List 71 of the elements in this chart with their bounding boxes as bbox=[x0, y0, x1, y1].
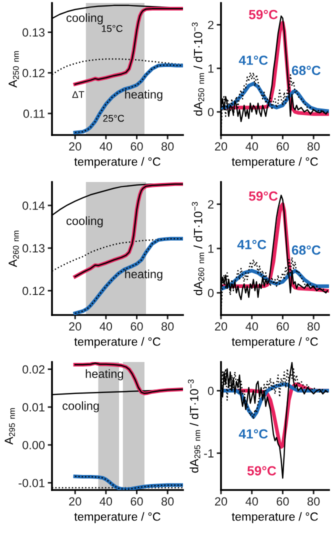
x-axis-title: temperature / °C bbox=[74, 512, 160, 524]
annotation: 68°C bbox=[292, 66, 321, 76]
annotation: 59°C bbox=[248, 191, 278, 201]
x-axis-title: temperature / °C bbox=[74, 157, 160, 168]
y-tick-label: 0 bbox=[208, 288, 214, 298]
x-tick-label: 20 bbox=[215, 497, 228, 506]
band-label: 15°C bbox=[102, 25, 123, 32]
x-axis-title: temperature / °C bbox=[232, 157, 318, 168]
x-axis-title: temperature / °C bbox=[74, 337, 160, 348]
x-tick-label: 20 bbox=[69, 142, 82, 151]
x-axis-title: temperature / °C bbox=[232, 512, 318, 524]
annotation: cooling bbox=[66, 13, 103, 24]
y-tick-label: 2 bbox=[208, 200, 214, 208]
x-tick-label: 80 bbox=[308, 497, 320, 506]
x-tick-label: 20 bbox=[69, 497, 82, 506]
x-tick-label: 40 bbox=[100, 497, 112, 506]
x-axis-title: temperature / °C bbox=[232, 337, 318, 348]
x-tick-label: 80 bbox=[162, 322, 174, 331]
y-tick-label: 0.01 bbox=[22, 403, 44, 412]
y-axis-title: dA$_{260 nm}$ / dT·10$^{−3}$ bbox=[192, 202, 204, 296]
x-tick-label: 40 bbox=[246, 497, 258, 506]
x-tick-label: 40 bbox=[246, 142, 258, 151]
x-tick-label: 60 bbox=[130, 497, 143, 506]
annotation: 41°C bbox=[238, 56, 268, 65]
annotation: 59°C bbox=[247, 466, 276, 476]
y-axis-title: A$_{250 nm}$ bbox=[8, 51, 19, 88]
y-tick-label: 0.13 bbox=[22, 244, 45, 252]
annotation: heating bbox=[125, 90, 162, 101]
x-tick-label: 80 bbox=[162, 497, 174, 506]
x-tick-label: 40 bbox=[100, 322, 112, 331]
x-tick-label: 40 bbox=[100, 142, 112, 151]
x-tick-label: 20 bbox=[69, 322, 82, 331]
annotation: heating bbox=[125, 270, 162, 281]
x-tick-label: 40 bbox=[246, 322, 258, 331]
y-axis-title: dA$_{295 nm}$ / dT·10$^{−3}$ bbox=[188, 380, 200, 473]
annotation: 41°C bbox=[238, 429, 268, 439]
y-tick-label: 1 bbox=[208, 64, 214, 73]
y-axis-title: A$_{295 nm}$ bbox=[4, 408, 15, 445]
x-tick-label: 60 bbox=[276, 142, 289, 151]
y-tick-label: 0.00 bbox=[22, 440, 45, 450]
annotation: ΔT bbox=[72, 91, 84, 98]
x-tick-label: 80 bbox=[308, 322, 320, 331]
annotation: 68°C bbox=[292, 245, 321, 255]
y-tick-label: 1 bbox=[208, 244, 214, 253]
annotation: 59°C bbox=[248, 10, 278, 20]
x-tick-label: 20 bbox=[215, 142, 228, 151]
x-tick-label: 60 bbox=[276, 497, 289, 506]
x-tick-label: 80 bbox=[308, 142, 320, 151]
x-tick-label: 60 bbox=[276, 322, 289, 331]
y-tick-label: 0.12 bbox=[22, 68, 44, 78]
annotation: cooling bbox=[62, 401, 99, 412]
x-tick-label: 80 bbox=[162, 142, 174, 151]
x-tick-label: 60 bbox=[130, 322, 143, 331]
y-tick-label: 2 bbox=[208, 20, 214, 30]
y-tick-label: -0.01 bbox=[18, 478, 44, 488]
y-tick-label: 0.02 bbox=[22, 365, 44, 374]
annotation: heating bbox=[86, 369, 124, 380]
y-axis-title: A$_{260 nm}$ bbox=[8, 230, 19, 268]
y-tick-label: 0.13 bbox=[22, 28, 45, 37]
y-tick-label: 0 bbox=[208, 386, 214, 396]
band-label: 25°C bbox=[103, 114, 124, 122]
y-tick-label: 0 bbox=[208, 108, 214, 116]
x-tick-label: 20 bbox=[215, 322, 228, 331]
y-tick-label: 0.12 bbox=[22, 286, 44, 296]
annotation: cooling bbox=[66, 216, 103, 228]
y-tick-label: 0.11 bbox=[23, 110, 44, 118]
y-axis-title: dA$_{250 nm}$ / dT·10$^{−3}$ bbox=[192, 22, 204, 116]
annotation: 41°C bbox=[237, 240, 266, 250]
y-tick-label: -1 bbox=[204, 449, 214, 458]
x-tick-label: 60 bbox=[130, 142, 143, 151]
y-tick-label: 0.14 bbox=[22, 201, 45, 210]
